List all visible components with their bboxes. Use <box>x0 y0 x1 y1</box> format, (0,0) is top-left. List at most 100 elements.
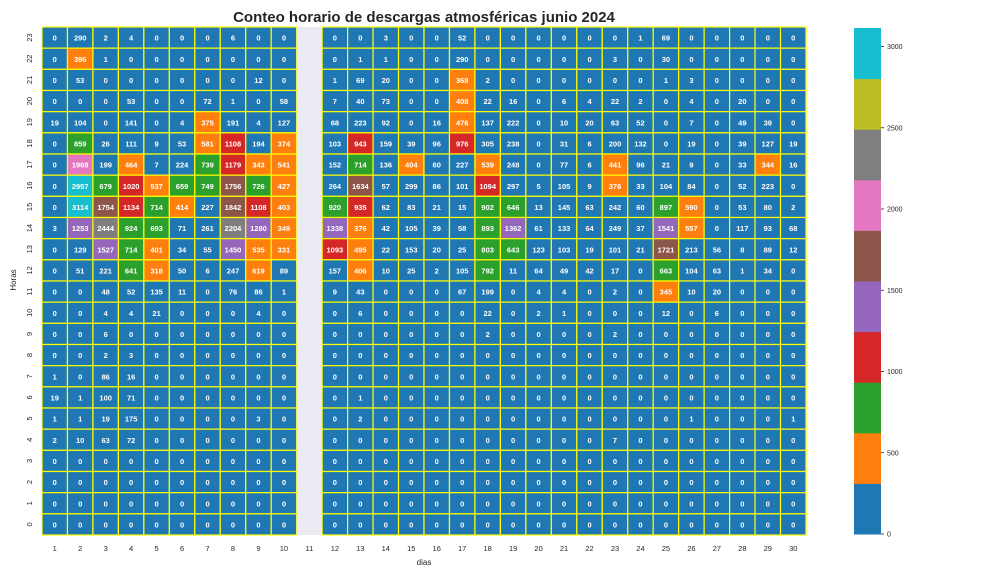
cell-value-label: 0 <box>256 478 260 487</box>
cell-value-label: 1362 <box>505 224 522 233</box>
cell-value-label: 0 <box>205 478 209 487</box>
cell-value-label: 0 <box>638 55 642 64</box>
cell-value-label: 0 <box>231 499 235 508</box>
cell-value-label: 0 <box>715 520 719 529</box>
cell-value-label: 0 <box>613 520 617 529</box>
cell-value-label: 13 <box>534 203 542 212</box>
cell-value-label: 0 <box>587 288 591 297</box>
cell-value-label: 58 <box>280 97 288 106</box>
cell-value-label: 61 <box>534 224 542 233</box>
cell-value-label: 0 <box>740 415 744 424</box>
cell-value-label: 0 <box>384 457 388 466</box>
cell-value-label: 1 <box>358 55 362 64</box>
cell-value-label: 0 <box>562 415 566 424</box>
cell-value-label: 60 <box>636 203 644 212</box>
cell-value-label: 0 <box>53 457 57 466</box>
cell-value-label: 0 <box>638 393 642 402</box>
heatmap-cell <box>296 27 323 49</box>
cell-value-label: 0 <box>740 330 744 339</box>
cell-value-label: 0 <box>638 436 642 445</box>
cell-value-label: 0 <box>409 457 413 466</box>
cell-value-label: 0 <box>205 288 209 297</box>
cell-value-label: 0 <box>486 55 490 64</box>
cell-value-label: 221 <box>99 266 112 275</box>
cell-value-label: 0 <box>256 499 260 508</box>
heatmap-cell <box>296 196 323 218</box>
cell-value-label: 0 <box>791 457 795 466</box>
cell-value-label: 679 <box>99 182 112 191</box>
cell-value-label: 2 <box>358 415 362 424</box>
cell-value-label: 0 <box>766 457 770 466</box>
cell-value-label: 0 <box>205 76 209 85</box>
y-tick-label: 3 <box>25 459 34 463</box>
cell-value-label: 21 <box>152 309 160 318</box>
cell-value-label: 0 <box>155 436 159 445</box>
cell-value-label: 34 <box>178 245 187 254</box>
cell-value-label: 0 <box>384 520 388 529</box>
cell-value-label: 0 <box>511 34 515 43</box>
cell-value-label: 0 <box>435 520 439 529</box>
cell-value-label: 238 <box>507 139 520 148</box>
y-tick-label: 20 <box>25 97 34 105</box>
cell-value-label: 133 <box>558 224 571 233</box>
cell-value-label: 0 <box>53 266 57 275</box>
cell-value-label: 0 <box>205 55 209 64</box>
cell-value-label: 1 <box>791 415 795 424</box>
x-tick-label: 11 <box>306 544 314 553</box>
cell-value-label: 72 <box>203 97 211 106</box>
cell-value-label: 0 <box>460 330 464 339</box>
cell-value-label: 0 <box>613 457 617 466</box>
cell-value-label: 0 <box>740 309 744 318</box>
cell-value-label: 0 <box>638 457 642 466</box>
cell-value-label: 0 <box>53 478 57 487</box>
cell-value-label: 0 <box>460 415 464 424</box>
cell-value-label: 6 <box>715 309 719 318</box>
cell-value-label: 0 <box>282 393 286 402</box>
cell-value-label: 22 <box>611 97 619 106</box>
cell-value-label: 0 <box>358 330 362 339</box>
cell-value-label: 0 <box>715 182 719 191</box>
cell-value-label: 0 <box>587 457 591 466</box>
cell-value-label: 0 <box>511 393 515 402</box>
cell-value-label: 0 <box>205 372 209 381</box>
cell-value-label: 0 <box>486 34 490 43</box>
cell-value-label: 0 <box>562 520 566 529</box>
y-tick-label: 23 <box>25 33 34 41</box>
cell-value-label: 0 <box>740 76 744 85</box>
cell-value-label: 0 <box>78 97 82 106</box>
cell-value-label: 42 <box>382 224 390 233</box>
colorbar-tick-label: 2500 <box>887 125 903 132</box>
cell-value-label: 19 <box>789 139 797 148</box>
cell-value-label: 0 <box>333 393 337 402</box>
cell-value-label: 0 <box>282 309 286 318</box>
cell-value-label: 4 <box>562 288 567 297</box>
cell-value-label: 1968 <box>72 161 89 170</box>
cell-value-label: 0 <box>180 499 184 508</box>
y-tick-label: 19 <box>25 118 34 126</box>
cell-value-label: 63 <box>101 436 109 445</box>
y-tick-label: 12 <box>25 266 34 274</box>
cell-value-label: 7 <box>613 436 617 445</box>
x-tick-label: 3 <box>104 544 108 553</box>
cell-value-label: 0 <box>256 55 260 64</box>
cell-value-label: 0 <box>256 372 260 381</box>
cell-value-label: 0 <box>715 351 719 360</box>
cell-value-label: 859 <box>74 139 87 148</box>
cell-value-label: 0 <box>231 372 235 381</box>
cell-value-label: 0 <box>766 393 770 402</box>
cell-value-label: 63 <box>713 266 721 275</box>
cell-value-label: 0 <box>282 55 286 64</box>
cell-value-label: 0 <box>104 457 108 466</box>
cell-value-label: 0 <box>537 97 541 106</box>
cell-value-label: 893 <box>481 224 494 233</box>
cell-value-label: 396 <box>74 55 87 64</box>
cell-value-label: 619 <box>252 266 265 275</box>
cell-value-label: 0 <box>129 55 133 64</box>
cell-value-label: 0 <box>231 351 235 360</box>
cell-value-label: 0 <box>409 34 413 43</box>
cell-value-label: 0 <box>791 520 795 529</box>
cell-value-label: 200 <box>609 139 622 148</box>
cell-value-label: 0 <box>231 393 235 402</box>
cell-value-label: 33 <box>738 161 746 170</box>
cell-value-label: 1094 <box>479 182 497 191</box>
